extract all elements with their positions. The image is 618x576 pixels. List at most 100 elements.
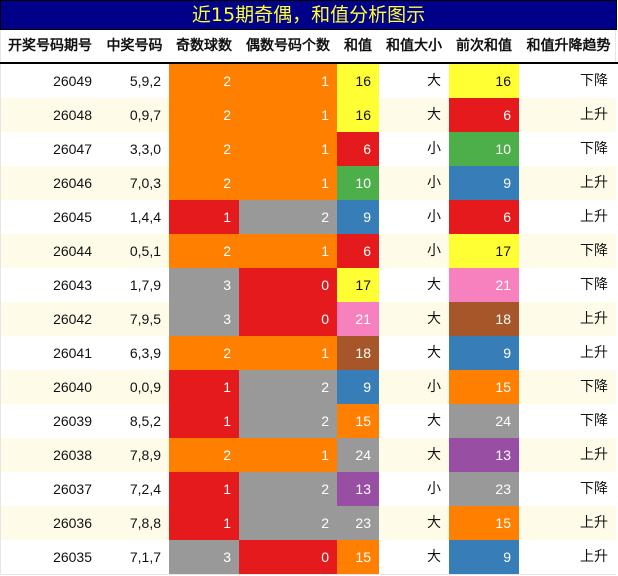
prev-sum-cell: 9 [449,166,519,200]
sum-size-cell: 小 [427,209,441,225]
even-count-cell: 2 [239,506,337,540]
even-count-cell: 0 [239,268,337,302]
table-row: 26043 1,7,9 3 0 17 大 21 下降 [1,268,616,302]
table-row: 26035 7,1,7 3 0 15 大 9 上升 [1,540,616,574]
sum-cell: 13 [337,472,379,506]
table-row: 26047 3,3,0 2 1 6 小 10 下降 [1,132,616,166]
numbers-cell: 7,8,9 [129,447,161,463]
sum-size-cell: 大 [427,549,441,565]
sum-size-cell: 小 [427,379,441,395]
odd-count-cell: 1 [169,370,239,404]
numbers-cell: 7,2,4 [129,481,161,497]
table-row: 26041 6,3,9 2 1 18 大 9 上升 [1,336,616,370]
prev-sum-cell: 17 [449,234,519,268]
sum-cell: 6 [337,132,379,166]
numbers-cell: 0,5,1 [129,243,161,259]
odd-count-cell: 1 [169,404,239,438]
trend-cell: 上升 [580,447,608,463]
prev-sum-cell: 21 [449,268,519,302]
even-count-cell: 1 [239,132,337,166]
odd-count-cell: 3 [169,268,239,302]
trend-cell: 下降 [580,277,608,293]
trend-cell: 下降 [580,141,608,157]
even-count-cell: 2 [239,200,337,234]
table-row: 26048 0,9,7 2 1 16 大 6 上升 [1,98,616,132]
header-period: 开奖号码期号 [8,38,92,54]
sum-size-cell: 大 [427,73,441,89]
period-cell: 26040 [53,379,92,395]
trend-cell: 上升 [580,107,608,123]
trend-cell: 上升 [580,209,608,225]
even-count-cell: 2 [239,404,337,438]
trend-cell: 下降 [580,413,608,429]
period-cell: 26045 [53,209,92,225]
period-cell: 26043 [53,277,92,293]
numbers-cell: 1,4,4 [129,209,161,225]
even-count-cell: 1 [239,234,337,268]
table-row: 26037 7,2,4 1 2 13 小 23 下降 [1,472,616,506]
table-row: 26046 7,0,3 2 1 10 小 9 上升 [1,166,616,200]
sum-cell: 18 [337,336,379,370]
prev-sum-cell: 23 [449,472,519,506]
trend-cell: 上升 [580,515,608,531]
period-cell: 26042 [53,311,92,327]
sum-size-cell: 大 [427,107,441,123]
table-row: 26049 5,9,2 2 1 16 大 16 下降 [1,64,616,98]
odd-count-cell: 2 [169,336,239,370]
trend-cell: 下降 [580,73,608,89]
sum-cell: 16 [337,98,379,132]
even-count-cell: 0 [239,302,337,336]
sum-size-cell: 大 [427,311,441,327]
sum-cell: 15 [337,404,379,438]
odd-count-cell: 1 [169,506,239,540]
table-row: 26036 7,8,8 1 2 23 大 15 上升 [1,506,616,540]
prev-sum-cell: 6 [449,98,519,132]
odd-count-cell: 2 [169,234,239,268]
even-count-cell: 1 [239,166,337,200]
odd-count-cell: 2 [169,166,239,200]
table-row: 26038 7,8,9 2 1 24 大 13 上升 [1,438,616,472]
table-row: 26045 1,4,4 1 2 9 小 6 上升 [1,200,616,234]
prev-sum-cell: 24 [449,404,519,438]
sum-size-cell: 小 [427,481,441,497]
period-cell: 26046 [53,175,92,191]
period-cell: 26039 [53,413,92,429]
numbers-cell: 3,3,0 [129,141,161,157]
odd-count-cell: 3 [169,540,239,574]
table-row: 26042 7,9,5 3 0 21 大 18 上升 [1,302,616,336]
trend-cell: 上升 [580,311,608,327]
even-count-cell: 1 [239,438,337,472]
even-count-cell: 1 [239,98,337,132]
numbers-cell: 5,9,2 [129,73,161,89]
prev-sum-cell: 6 [449,200,519,234]
odd-count-cell: 2 [169,132,239,166]
numbers-cell: 0,9,7 [129,107,161,123]
prev-sum-cell: 15 [449,506,519,540]
trend-cell: 上升 [580,345,608,361]
numbers-cell: 7,0,3 [129,175,161,191]
prev-sum-cell: 9 [449,336,519,370]
header-trend: 和值升降趋势 [526,38,611,54]
odd-count-cell: 1 [169,200,239,234]
numbers-cell: 1,7,9 [129,277,161,293]
period-cell: 26049 [53,73,92,89]
trend-cell: 上升 [580,549,608,565]
period-cell: 26038 [53,447,92,463]
prev-sum-cell: 9 [449,540,519,574]
odd-count-cell: 2 [169,98,239,132]
odd-count-cell: 2 [169,438,239,472]
sum-cell: 9 [337,200,379,234]
period-cell: 26035 [53,549,92,565]
sum-size-cell: 大 [427,515,441,531]
prev-sum-cell: 16 [449,64,519,98]
prev-sum-cell: 15 [449,370,519,404]
sum-size-cell: 小 [427,175,441,191]
prev-sum-cell: 13 [449,438,519,472]
sum-size-cell: 大 [427,447,441,463]
sum-size-cell: 大 [427,345,441,361]
table-row: 26039 8,5,2 1 2 15 大 24 下降 [1,404,616,438]
even-count-cell: 1 [239,64,337,98]
numbers-cell: 7,1,7 [129,549,161,565]
even-count-cell: 2 [239,472,337,506]
prev-sum-cell: 10 [449,132,519,166]
